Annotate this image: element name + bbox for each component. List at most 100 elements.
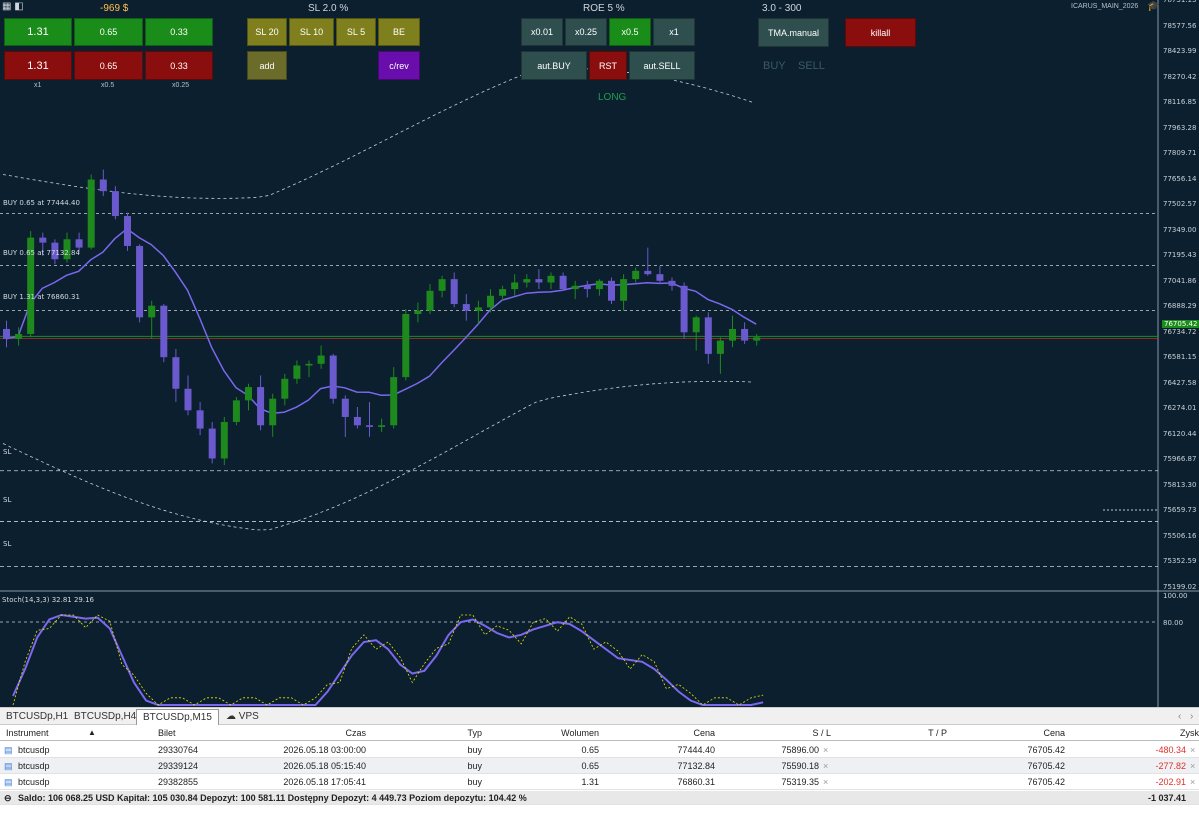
price-tick-label: 76581.15	[1163, 353, 1197, 361]
tab-scroll-left-icon[interactable]: ‹	[1178, 711, 1182, 722]
hat-icon: 🎓	[1147, 1, 1160, 12]
lower-envelope	[2, 380, 754, 531]
table-row[interactable]: ▤ btcusdp 29330764 2026.05.18 03:00:00 buy 0.…	[0, 742, 1199, 758]
cell-czas: 2026.05.18 03:00:00	[283, 745, 366, 755]
sl-5-button[interactable]: SL 5	[336, 18, 376, 46]
clear-sl-icon[interactable]: ×	[823, 761, 829, 771]
candle-body	[668, 280, 676, 286]
price-tick-label: 77656.14	[1163, 174, 1197, 183]
candle-body	[232, 400, 240, 422]
close-position-icon[interactable]: ×	[1190, 777, 1196, 787]
price-tick-label: 77963.28	[1163, 123, 1197, 132]
trade-table: Instrument ▲ Bilet Czas Typ Wolumen Cena…	[0, 725, 1199, 819]
price-tick-label: 77502.57	[1163, 200, 1197, 208]
clear-sl-icon[interactable]: ×	[823, 745, 829, 755]
position-line-label: BUY 1.31 at 76860.31	[3, 293, 80, 301]
range-label: 3.0 - 300	[762, 3, 802, 14]
long-label: LONG	[598, 92, 627, 103]
buy-0-65-button[interactable]: 0.65	[74, 18, 143, 46]
price-tick-label: 78577.56	[1163, 21, 1197, 30]
candle-body	[281, 378, 289, 399]
mult-x0-5: x0.5	[101, 82, 115, 89]
lot-0-25-button[interactable]: x0.25	[565, 18, 607, 46]
cell-zysk: -277.82	[1155, 761, 1186, 771]
lot-0-01-button[interactable]: x0.01	[521, 18, 563, 46]
stochastic-label: Stoch(14,3,3) 32.81 29.16	[2, 596, 95, 604]
add-button[interactable]: add	[247, 51, 287, 80]
col-czas[interactable]: Czas	[345, 728, 366, 738]
sell-0-65-button[interactable]: 0.65	[74, 51, 143, 80]
clear-sl-icon[interactable]: ×	[823, 777, 829, 787]
upper-envelope	[2, 67, 754, 199]
sl-10-button[interactable]: SL 10	[289, 18, 334, 46]
col-zysk[interactable]: Zysk	[1180, 728, 1199, 738]
cell-instrument: btcusdp	[18, 761, 50, 771]
candle-body	[378, 425, 386, 427]
table-row[interactable]: ▤ btcusdp 29339124 2026.05.18 05:15:40 buy 0.…	[0, 758, 1199, 774]
price-tick-label: 75966.87	[1163, 455, 1197, 463]
col-cena[interactable]: Cena	[693, 728, 715, 738]
sell-0-33-button[interactable]: 0.33	[145, 51, 213, 80]
stoch-axis-80: 80.00	[1163, 619, 1184, 627]
cell-cena-current: 76705.42	[1027, 777, 1065, 787]
tab-vps-label: VPS	[238, 711, 259, 722]
candle-body	[523, 279, 531, 283]
cell-cena: 77132.84	[677, 761, 715, 771]
col-wolumen[interactable]: Wolumen	[561, 728, 599, 738]
sort-arrow-icon: ▲	[88, 728, 96, 737]
sl-20-button[interactable]: SL 20	[247, 18, 287, 46]
killall-button[interactable]: killall	[845, 18, 916, 47]
price-tick-label: 76120.44	[1163, 429, 1197, 438]
col-typ[interactable]: Typ	[467, 728, 482, 738]
cell-zysk: -202.91	[1155, 777, 1186, 787]
cell-sl: 75896.00	[781, 745, 819, 755]
be-button[interactable]: BE	[378, 18, 420, 46]
table-row[interactable]: ▤ btcusdp 29382855 2026.05.18 17:05:41 buy 1.…	[0, 774, 1199, 790]
candle-body	[741, 328, 749, 341]
buy-text: BUY	[763, 60, 786, 72]
reset-button[interactable]: RST	[589, 51, 627, 80]
lot-0-5-button[interactable]: x0.5	[609, 18, 651, 46]
price-tick-label: 77041.86	[1163, 276, 1197, 285]
account-summary-row: ⊖ Saldo: 106 068.25 USD Kapitał: 105 030…	[0, 791, 1199, 805]
tma-manual-button[interactable]: TMA.manual	[758, 18, 829, 47]
tab-vps[interactable]: ☁ VPS	[220, 709, 265, 725]
buy-0-33-button[interactable]: 0.33	[145, 18, 213, 46]
minus-circle-icon[interactable]: ⊖	[4, 793, 12, 803]
cell-tp	[835, 774, 947, 790]
document-icon: ▤	[4, 761, 13, 771]
col-instrument[interactable]: Instrument	[6, 728, 49, 738]
col-sl[interactable]: S / L	[812, 728, 831, 738]
col-cena-current[interactable]: Cena	[1043, 728, 1065, 738]
chart-menu-icon[interactable]: ▦ ◧	[2, 1, 24, 12]
col-bilet[interactable]: Bilet	[158, 728, 176, 738]
auto-sell-button[interactable]: aut.SELL	[629, 51, 695, 80]
cell-wolumen: 1.31	[581, 777, 599, 787]
table-header: Instrument ▲ Bilet Czas Typ Wolumen Cena…	[0, 725, 1199, 741]
sl-percent-label: SL 2.0 %	[308, 3, 349, 14]
stoch-signal-line	[12, 614, 764, 706]
sell-1-31-button[interactable]: 1.31	[4, 51, 72, 80]
price-chart[interactable]: -969 $ SL 2.0 % ROE 5 % 3.0 - 300 ICARUS…	[0, 0, 1199, 707]
crev-button[interactable]: c/rev	[378, 51, 420, 80]
close-position-icon[interactable]: ×	[1190, 745, 1196, 755]
candle-body	[196, 410, 204, 429]
tab-btcusdp-h1[interactable]: BTCUSDp,H1	[6, 711, 69, 722]
candle-body	[208, 428, 216, 459]
candle-body	[487, 295, 494, 308]
candle-body	[402, 314, 410, 378]
price-tick-label: 75659.73	[1163, 506, 1197, 514]
lot-1-button[interactable]: x1	[653, 18, 695, 46]
tab-btcusdp-m15[interactable]: BTCUSDp,M15	[136, 709, 219, 725]
candle-body	[160, 305, 168, 358]
close-position-icon[interactable]: ×	[1190, 761, 1196, 771]
tab-btcusdp-h4[interactable]: BTCUSDp,H4	[74, 711, 137, 722]
auto-buy-button[interactable]: aut.BUY	[521, 51, 587, 80]
buy-1-31-button[interactable]: 1.31	[4, 18, 72, 46]
cell-czas: 2026.05.18 05:15:40	[283, 761, 366, 771]
position-line-label: BUY 0.65 at 77132.84	[3, 249, 80, 257]
col-tp[interactable]: T / P	[928, 728, 947, 738]
tab-scroll-right-icon[interactable]: ›	[1190, 711, 1194, 722]
cell-wolumen: 0.65	[581, 745, 599, 755]
chart-tabs: BTCUSDp,H1 BTCUSDp,H4 BTCUSDp,M15 ☁ VPS …	[0, 707, 1199, 725]
